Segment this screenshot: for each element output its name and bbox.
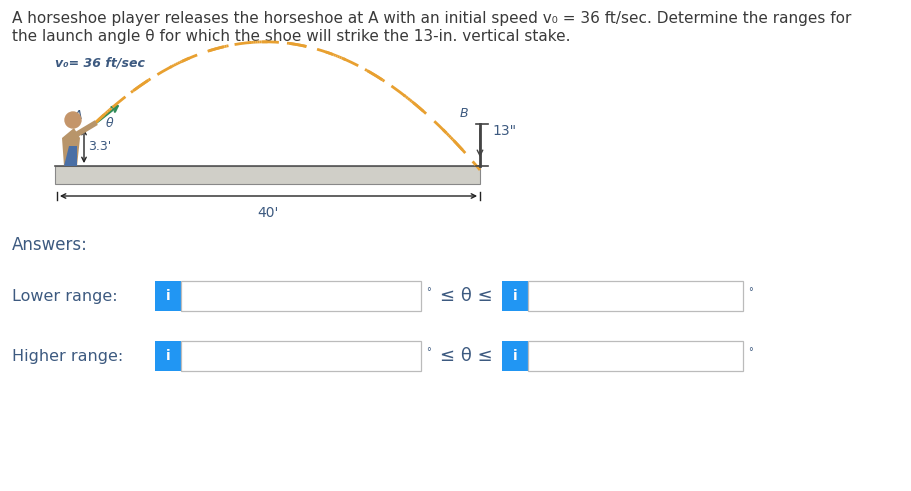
Text: A: A [74,109,83,122]
Text: 40': 40' [257,206,278,220]
Bar [55,166,480,184]
Polygon shape [64,146,77,166]
Text: 13": 13" [492,124,517,138]
Text: ≤ θ ≤: ≤ θ ≤ [440,287,493,305]
Bar [155,341,181,371]
Text: i: i [166,289,170,303]
Text: °: ° [748,287,752,297]
Text: °: ° [748,347,752,357]
Text: °: ° [426,347,431,357]
Text: ≤ θ ≤: ≤ θ ≤ [440,347,493,365]
Bar [155,281,181,311]
Text: B: B [460,107,468,120]
Bar [502,281,528,311]
Text: i: i [166,349,170,363]
Text: A horseshoe player releases the horseshoe at A with an initial speed v₀ = 36 ft/: A horseshoe player releases the horsesho… [12,11,852,26]
Bar [502,341,528,371]
Text: i: i [513,289,517,303]
Text: θ: θ [106,117,114,130]
Polygon shape [62,128,80,166]
Text: the launch angle θ for which the shoe will strike the 13-in. vertical stake.: the launch angle θ for which the shoe wi… [12,29,570,44]
Text: Lower range:: Lower range: [12,289,118,303]
Text: Answers:: Answers: [12,236,87,254]
Bar [528,281,743,311]
Bar [181,341,421,371]
Bar [528,341,743,371]
Text: Higher range:: Higher range: [12,349,123,363]
Circle shape [65,112,81,128]
Text: °: ° [426,287,431,297]
Bar [181,281,421,311]
Text: 3.3': 3.3' [88,139,111,153]
Text: i: i [513,349,517,363]
Text: v₀= 36 ft/sec: v₀= 36 ft/sec [55,56,145,69]
